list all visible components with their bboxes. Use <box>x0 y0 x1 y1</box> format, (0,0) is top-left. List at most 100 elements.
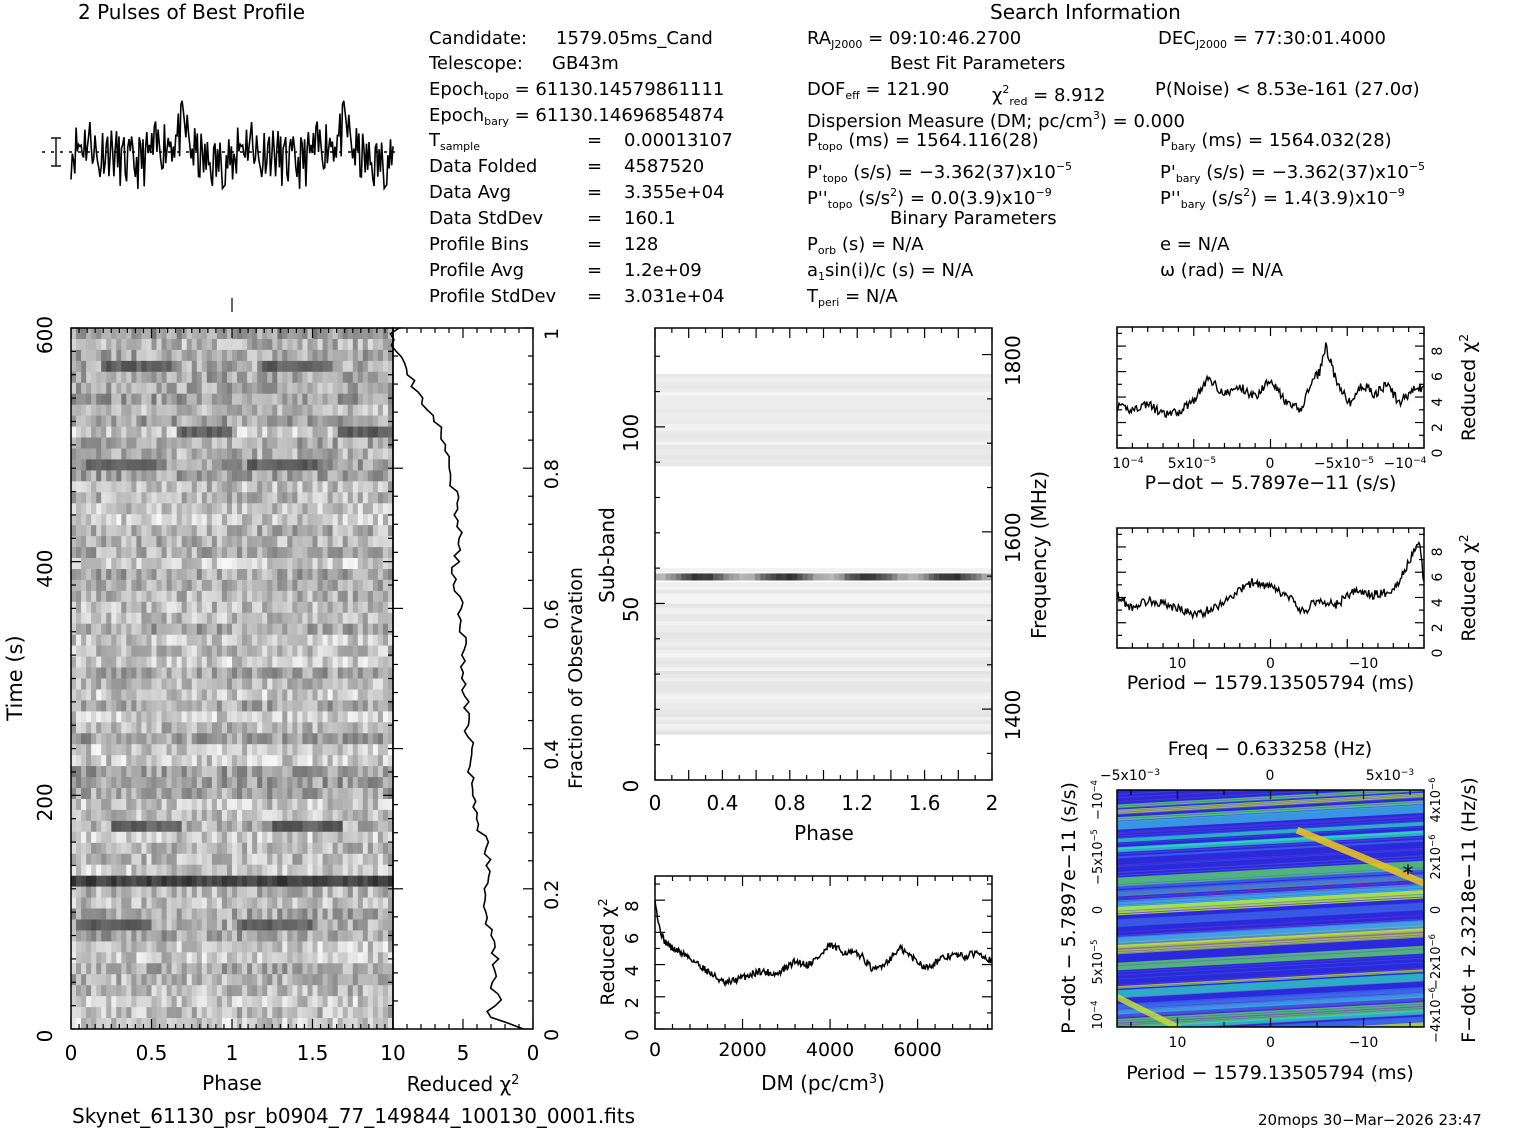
time-phase-cell <box>227 788 233 800</box>
time-phase-cell <box>302 634 308 647</box>
time-phase-cell <box>181 1007 188 1019</box>
time-phase-cell <box>342 536 349 548</box>
time-phase-cell <box>237 590 243 603</box>
time-phase-cell <box>382 448 389 461</box>
time-phase-cell <box>232 875 238 888</box>
time-phase-cell <box>171 886 178 899</box>
time-phase-cell <box>372 459 379 471</box>
time-phase-cell <box>81 437 87 450</box>
time-phase-cell <box>388 799 393 811</box>
time-phase-cell <box>297 459 303 471</box>
time-phase-cell <box>191 404 198 417</box>
time-phase-cell <box>166 963 173 975</box>
time-phase-cell <box>277 996 283 1008</box>
time-phase-cell <box>287 382 293 395</box>
time-phase-cell <box>232 1018 238 1029</box>
time-phase-cell <box>237 974 243 986</box>
time-phase-cell <box>347 930 354 942</box>
chi-label: χ <box>992 85 1003 106</box>
time-phase-cell <box>312 404 319 417</box>
time-phase-cell <box>221 941 228 953</box>
time-phase-cell <box>272 459 278 471</box>
time-phase-cell <box>96 1018 102 1029</box>
time-phase-cell <box>267 919 273 932</box>
time-phase-cell <box>342 448 349 461</box>
time-phase-cell <box>297 612 303 625</box>
time-phase-cell <box>372 864 379 877</box>
time-phase-cell <box>101 996 107 1008</box>
time-phase-cell <box>211 875 218 888</box>
time-phase-cell <box>388 820 393 833</box>
time-phase-cell <box>151 777 158 789</box>
time-phase-cell <box>221 1018 228 1029</box>
time-phase-cell <box>211 393 218 406</box>
time-phase-cell <box>247 448 253 461</box>
time-phase-cell <box>201 678 208 691</box>
time-phase-cell <box>141 339 147 351</box>
subband-row <box>655 621 992 626</box>
time-phase-cell <box>232 536 238 548</box>
time-phase-cell <box>206 514 213 526</box>
time-phase-cell <box>377 919 384 932</box>
time-phase-cell <box>146 941 153 953</box>
time-phase-cell <box>282 733 288 745</box>
time-phase-cell <box>267 404 273 417</box>
time-phase-cell <box>111 853 117 866</box>
time-phase-cell <box>211 853 218 866</box>
time-phase-cell <box>96 601 102 614</box>
tick-label-part: −4 <box>1130 456 1144 466</box>
time-phase-cell <box>272 426 278 439</box>
time-phase-cell <box>146 481 153 493</box>
time-phase-cell <box>91 360 97 373</box>
time-phase-cell <box>377 875 384 888</box>
time-phase-cell <box>237 349 243 362</box>
time-phase-cell <box>297 393 303 406</box>
profile-title: 2 Pulses of Best Profile <box>78 0 305 24</box>
time-phase-cell <box>372 569 379 581</box>
time-phase-cell <box>332 503 339 515</box>
time-phase-cell <box>252 360 258 373</box>
time-phase-cell <box>91 842 97 855</box>
time-phase-cell <box>388 853 393 866</box>
time-phase-cell <box>382 744 389 756</box>
time-phase-cell <box>252 875 258 888</box>
time-phase-cell <box>322 941 329 953</box>
time-phase-cell <box>216 349 223 362</box>
time-phase-cell <box>352 547 359 559</box>
time-phase-cell <box>232 1007 238 1019</box>
time-phase-cell <box>252 569 258 581</box>
time-phase-cell <box>247 908 253 921</box>
time-phase-cell <box>131 536 137 548</box>
time-phase-cell <box>96 590 102 603</box>
time-phase-cell <box>101 634 107 647</box>
time-phase-cell <box>277 645 283 658</box>
time-phase-cell <box>156 569 163 581</box>
time-phase-cell <box>352 864 359 877</box>
epoch-topo-row: Epochtopo = 61130.14579861111 <box>429 80 724 106</box>
time-phase-cell <box>221 985 228 997</box>
time-phase-cell <box>201 492 208 504</box>
time-phase-cell <box>372 678 379 691</box>
subband-pulse-cell <box>986 573 992 581</box>
time-phase-cell <box>242 382 248 395</box>
subband-pulse-cell <box>749 573 756 581</box>
time-phase-cell <box>237 328 243 340</box>
time-phase-cell <box>76 349 82 362</box>
time-phase-cell <box>227 645 233 658</box>
time-phase-cell <box>377 393 384 406</box>
time-phase-cell <box>302 777 308 789</box>
time-phase-cell <box>388 886 393 899</box>
time-phase-cell <box>277 393 283 406</box>
time-phase-cell <box>121 908 127 921</box>
pstd-value: 3.031e+04 <box>624 286 725 307</box>
time-phase-cell <box>126 700 132 712</box>
time-phase-cell <box>196 919 203 932</box>
time-phase-cell <box>277 415 283 428</box>
time-phase-cell <box>146 459 153 471</box>
time-phase-cell <box>262 689 268 702</box>
time-phase-cell <box>166 481 173 493</box>
subband-row <box>655 695 992 700</box>
time-phase-cell <box>101 360 107 373</box>
time-phase-cell <box>232 788 238 800</box>
subband-row <box>655 419 992 424</box>
